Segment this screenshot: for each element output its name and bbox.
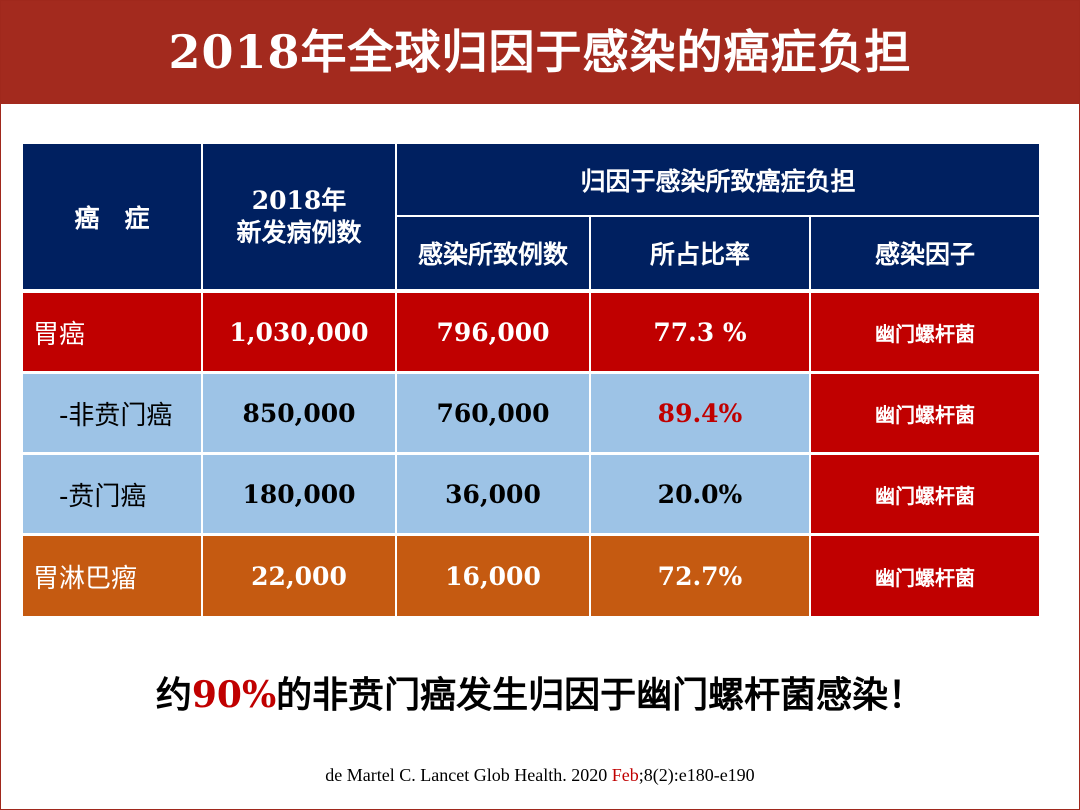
page-title: 2018年全球归因于感染的癌症负担 [168, 25, 912, 79]
row-factor: 幽门螺杆菌 [811, 536, 1039, 616]
row-proportion-highlight: 89.4% [591, 374, 809, 452]
row-cancer: 胃淋巴瘤 [23, 536, 201, 616]
row-proportion: 77.3 % [591, 293, 809, 371]
row-cancer: -非贲门癌 [23, 374, 201, 452]
row-factor: 幽门螺杆菌 [811, 374, 1039, 452]
conclusion-percent: 90% [191, 674, 277, 716]
row-infection-cases: 796,000 [397, 293, 589, 371]
row-new-cases: 1,030,000 [203, 293, 395, 371]
conclusion-prefix: 约 [155, 675, 192, 716]
header-infection-burden: 归因于感染所致癌症负担 [397, 144, 1039, 215]
row-infection-cases: 760,000 [397, 374, 589, 452]
title-bar: 2018年全球归因于感染的癌症负担 [1, 1, 1079, 104]
row-cancer: -贲门癌 [23, 455, 201, 533]
header-new-cases-label: 新发病例数 [236, 217, 362, 247]
conclusion-text: 约90%的非贲门癌发生归因于幽门螺杆菌感染！ [1, 666, 1079, 718]
header-proportion: 所占比率 [591, 217, 809, 289]
row-infection-cases: 16,000 [397, 536, 589, 616]
header-new-cases: 2018年 新发病例数 [203, 144, 395, 289]
citation-after: ;8(2):e180-e190 [638, 765, 755, 785]
conclusion-suffix: 的非贲门癌发生归因于幽门螺杆菌感染！ [276, 675, 925, 716]
citation-before: de Martel C. Lancet Glob Health. 2020 [325, 765, 612, 785]
row-proportion: 20.0% [591, 455, 809, 533]
citation-month: Feb [611, 765, 639, 785]
citation: de Martel C. Lancet Glob Health. 2020 Fe… [1, 765, 1079, 786]
header-new-cases-year: 2018年 [251, 185, 347, 215]
row-new-cases: 22,000 [203, 536, 395, 616]
header-infection-cases: 感染所致例数 [397, 217, 589, 289]
row-proportion: 72.7% [591, 536, 809, 616]
row-cancer: 胃癌 [23, 293, 201, 371]
header-cancer: 癌 症 [23, 144, 201, 289]
header-factor: 感染因子 [811, 217, 1039, 289]
row-factor: 幽门螺杆菌 [811, 293, 1039, 371]
row-new-cases: 180,000 [203, 455, 395, 533]
row-new-cases: 850,000 [203, 374, 395, 452]
row-infection-cases: 36,000 [397, 455, 589, 533]
row-factor: 幽门螺杆菌 [811, 455, 1039, 533]
